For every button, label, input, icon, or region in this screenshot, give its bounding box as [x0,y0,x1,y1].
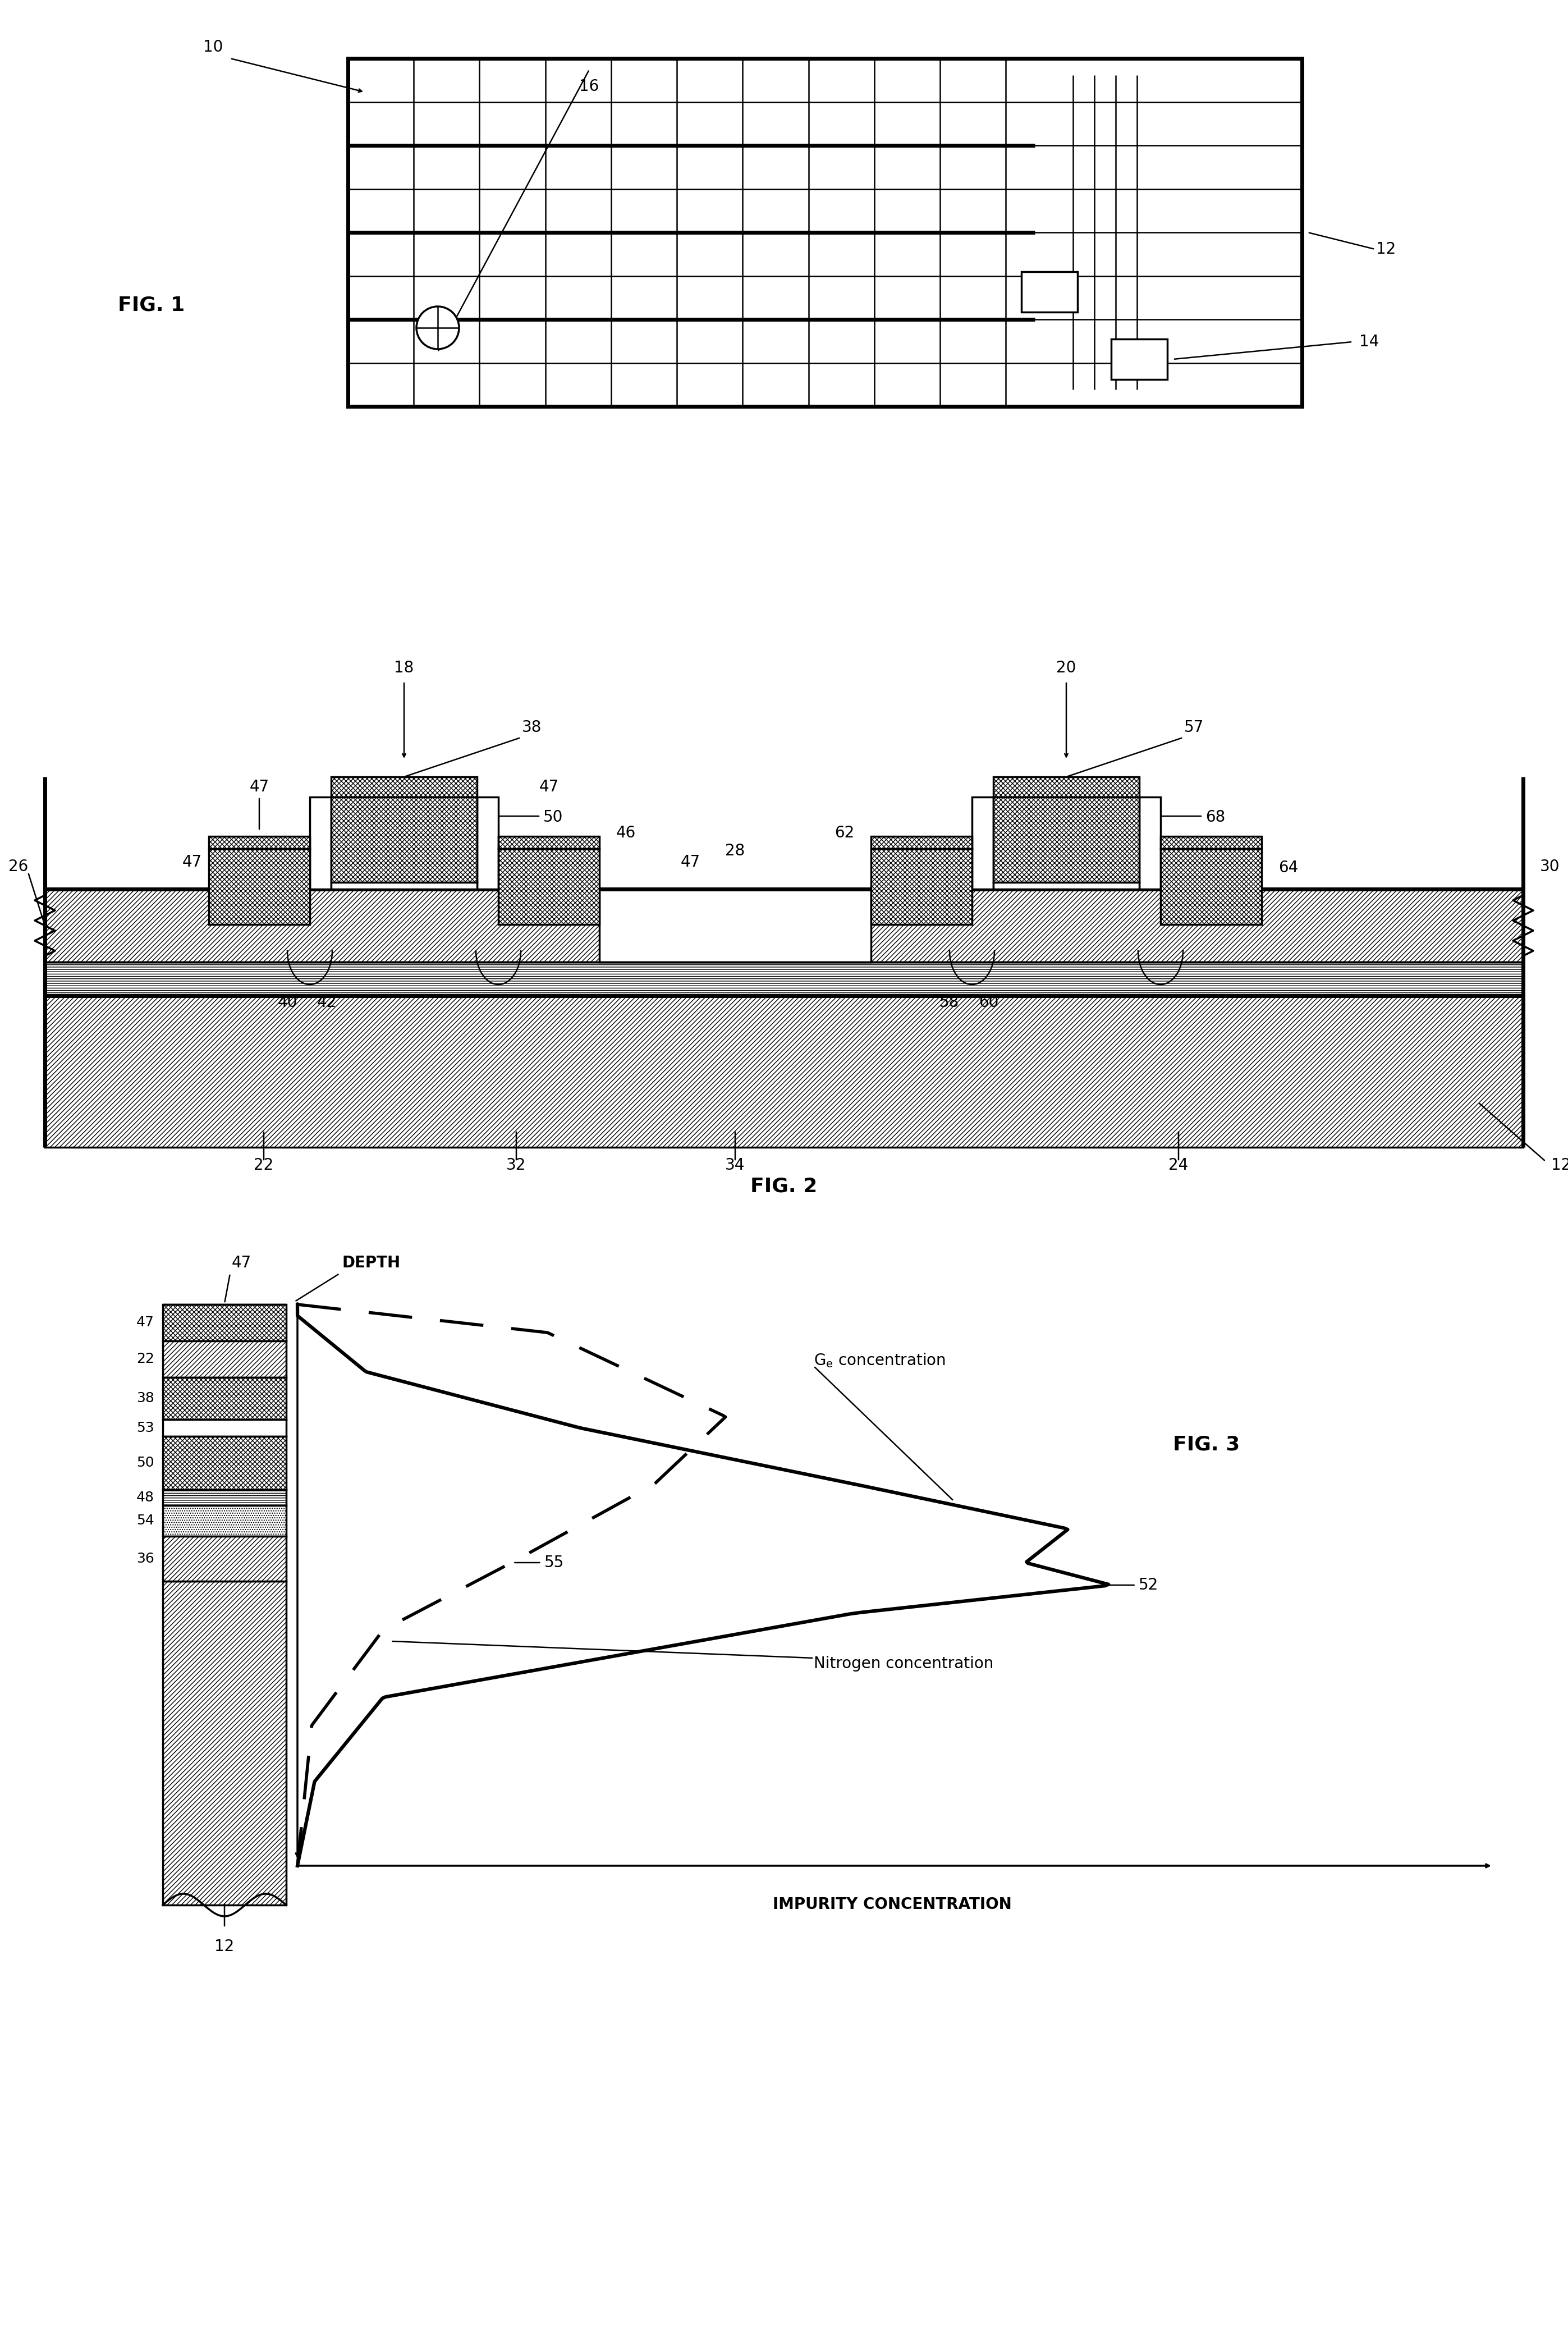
Bar [209,837,310,849]
Text: 42: 42 [317,996,337,1009]
Bar [972,798,994,889]
Text: 12: 12 [1377,242,1396,258]
Text: 38: 38 [522,719,543,735]
Text: 28: 28 [726,842,745,858]
Text: 32: 32 [506,1158,527,1172]
Text: 50: 50 [136,1456,154,1470]
Text: 60: 60 [978,996,999,1009]
Text: 34: 34 [726,1158,745,1172]
Bar [163,1419,287,1437]
Text: 50: 50 [543,809,563,826]
Text: 20: 20 [1057,661,1076,677]
Bar [45,889,1523,963]
Bar [163,1377,287,1419]
Text: Nitrogen concentration: Nitrogen concentration [814,1656,994,1672]
Bar [1021,272,1077,312]
Bar [994,882,1140,889]
Text: 64: 64 [1278,861,1298,875]
Circle shape [417,307,459,349]
Bar [477,798,499,889]
Bar [163,1535,287,1582]
Text: 22: 22 [136,1351,154,1365]
Bar [994,798,1140,882]
Bar [331,882,477,889]
Text: 57: 57 [1184,719,1204,735]
Text: 12: 12 [215,1938,234,1954]
Text: 36: 36 [249,861,270,875]
Text: 48: 48 [136,1491,154,1505]
Text: 47: 47 [394,854,414,870]
Text: 62: 62 [834,826,855,840]
Text: 40: 40 [278,996,298,1009]
Bar [870,849,972,923]
Bar [599,889,870,963]
Bar [499,849,599,923]
Text: DEPTH: DEPTH [342,1256,401,1270]
Bar [163,1340,287,1377]
Text: 46: 46 [616,826,637,840]
Bar [1112,340,1167,379]
Text: FIG. 2: FIG. 2 [751,1177,817,1196]
Text: 22: 22 [254,1158,274,1172]
Text: 56: 56 [911,861,931,875]
Text: 30: 30 [1540,858,1560,875]
Text: 48: 48 [543,842,563,858]
Text: 14: 14 [1359,335,1380,349]
Bar [163,1489,287,1505]
Text: 38: 38 [136,1391,154,1405]
Text: 47: 47 [232,1256,251,1270]
Text: 47: 47 [681,854,701,870]
Text: 12: 12 [1551,1158,1568,1172]
Text: 47: 47 [539,779,558,795]
Text: G$_\mathregular{e}$ concentration: G$_\mathregular{e}$ concentration [814,1351,946,1370]
Text: 47: 47 [182,854,202,870]
Text: 47: 47 [555,854,575,870]
Text: 47: 47 [1184,854,1204,870]
Text: IMPURITY CONCENTRATION: IMPURITY CONCENTRATION [773,1896,1011,1912]
Text: 26: 26 [8,858,28,875]
Text: 53: 53 [136,1421,154,1435]
Bar [1160,837,1262,849]
Text: 54: 54 [136,1514,154,1528]
Bar [331,777,477,798]
Text: FIG. 1: FIG. 1 [118,295,185,314]
Bar [163,1305,287,1340]
Text: 52: 52 [1138,1577,1159,1593]
Bar [163,1582,287,1905]
Text: 10: 10 [204,40,223,56]
Text: 47: 47 [136,1317,154,1328]
Bar [1160,849,1262,923]
Bar [994,777,1140,798]
Text: 18: 18 [394,661,414,677]
Bar [310,798,331,889]
Text: 58: 58 [939,996,960,1009]
Text: FIG. 3: FIG. 3 [1173,1435,1240,1454]
Text: 68: 68 [1206,809,1225,826]
Bar [163,1505,287,1535]
Text: 66: 66 [1206,842,1225,858]
Bar [331,798,477,882]
Bar [348,58,1301,407]
Text: 36: 36 [136,1551,154,1565]
Bar [45,996,1523,1147]
Bar [209,849,310,923]
Bar [163,1437,287,1489]
Text: 16: 16 [579,79,599,95]
Bar [499,837,599,849]
Text: 47: 47 [249,779,270,795]
Text: 24: 24 [1168,1158,1189,1172]
Bar [45,963,1523,996]
Text: 47: 47 [1057,854,1076,870]
Text: 55: 55 [544,1554,564,1570]
Bar [1140,798,1160,889]
Bar [870,837,972,849]
